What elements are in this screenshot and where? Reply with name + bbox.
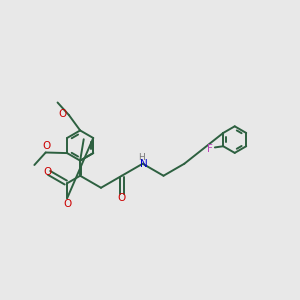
Text: F: F (208, 144, 213, 154)
Text: O: O (118, 193, 126, 203)
Text: O: O (44, 167, 52, 177)
Text: O: O (42, 141, 50, 151)
Text: O: O (58, 110, 66, 119)
Text: N: N (140, 159, 148, 169)
Text: O: O (64, 199, 72, 209)
Text: H: H (138, 153, 145, 162)
